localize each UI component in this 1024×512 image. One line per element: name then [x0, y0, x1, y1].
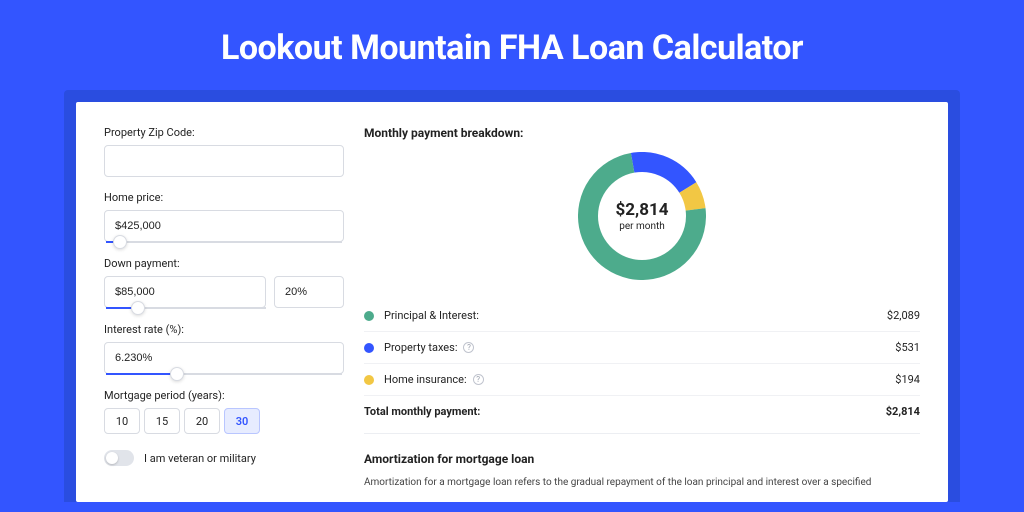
- legend-value: $194: [895, 373, 920, 386]
- legend-row-0: Principal & Interest: $2,089: [364, 300, 920, 331]
- legend-total-value: $2,814: [886, 405, 920, 418]
- legend-label: Property taxes:?: [384, 341, 895, 354]
- home-price-input[interactable]: [104, 210, 344, 242]
- legend-label-text: Property taxes:: [384, 341, 457, 354]
- legend-label-text: Principal & Interest:: [384, 309, 479, 322]
- page-title: Lookout Mountain FHA Loan Calculator: [0, 0, 1024, 90]
- period-group: Mortgage period (years): 10152030: [104, 389, 344, 434]
- legend-row-total: Total monthly payment:$2,814: [364, 395, 920, 427]
- legend-label-text: Home insurance:: [384, 373, 467, 386]
- home-price-label: Home price:: [104, 191, 344, 204]
- down-payment-slider-handle[interactable]: [131, 301, 145, 315]
- interest-label: Interest rate (%):: [104, 323, 344, 336]
- calculator-backdrop: Property Zip Code: Home price: Down paym…: [64, 90, 960, 502]
- donut-center: $2,814 per month: [578, 152, 706, 280]
- zip-input[interactable]: [104, 145, 344, 177]
- period-button-10[interactable]: 10: [104, 408, 140, 434]
- interest-slider-handle[interactable]: [170, 367, 184, 381]
- veteran-toggle-knob: [106, 452, 118, 464]
- interest-input[interactable]: [104, 342, 344, 374]
- info-icon[interactable]: ?: [463, 342, 474, 353]
- info-icon[interactable]: ?: [473, 374, 484, 385]
- interest-slider-fill: [106, 373, 177, 375]
- veteran-toggle[interactable]: [104, 450, 134, 466]
- amortization-section: Amortization for mortgage loan Amortizat…: [364, 433, 920, 490]
- legend-label: Principal & Interest:: [384, 309, 887, 322]
- down-payment-amount-input[interactable]: [104, 276, 266, 308]
- donut-amount: $2,814: [616, 200, 669, 220]
- legend-swatch: [364, 311, 374, 321]
- zip-label: Property Zip Code:: [104, 126, 344, 139]
- legend-value: $531: [895, 341, 920, 354]
- period-label: Mortgage period (years):: [104, 389, 344, 402]
- zip-group: Property Zip Code:: [104, 126, 344, 177]
- veteran-label: I am veteran or military: [144, 452, 256, 465]
- legend-label: Home insurance:?: [384, 373, 895, 386]
- period-button-20[interactable]: 20: [184, 408, 220, 434]
- veteran-row: I am veteran or military: [104, 450, 344, 466]
- breakdown-panel: Monthly payment breakdown: $2,814 per mo…: [364, 126, 920, 502]
- interest-slider[interactable]: [106, 373, 342, 375]
- period-buttons: 10152030: [104, 408, 344, 434]
- legend-value: $2,089: [887, 309, 920, 322]
- down-payment-group: Down payment:: [104, 257, 344, 309]
- legend-swatch: [364, 343, 374, 353]
- down-payment-slider[interactable]: [106, 307, 266, 309]
- down-payment-percent-input[interactable]: [274, 276, 344, 308]
- legend-total-label: Total monthly payment:: [364, 405, 886, 418]
- donut-wrap: $2,814 per month: [364, 152, 920, 280]
- period-button-30[interactable]: 30: [224, 408, 260, 434]
- home-price-slider-handle[interactable]: [113, 235, 127, 249]
- legend-row-1: Property taxes:?$531: [364, 331, 920, 363]
- down-payment-label: Down payment:: [104, 257, 344, 270]
- interest-group: Interest rate (%):: [104, 323, 344, 375]
- amortization-title: Amortization for mortgage loan: [364, 452, 920, 466]
- legend-row-2: Home insurance:?$194: [364, 363, 920, 395]
- legend-swatch: [364, 375, 374, 385]
- donut-chart: $2,814 per month: [578, 152, 706, 280]
- breakdown-title: Monthly payment breakdown:: [364, 126, 920, 140]
- donut-sub: per month: [619, 221, 665, 232]
- home-price-slider[interactable]: [106, 241, 342, 243]
- amortization-text: Amortization for a mortgage loan refers …: [364, 476, 920, 490]
- legend: Principal & Interest: $2,089 Property taxe…: [364, 300, 920, 427]
- form-panel: Property Zip Code: Home price: Down paym…: [104, 126, 344, 502]
- home-price-group: Home price:: [104, 191, 344, 243]
- period-button-15[interactable]: 15: [144, 408, 180, 434]
- calculator-card: Property Zip Code: Home price: Down paym…: [76, 102, 948, 502]
